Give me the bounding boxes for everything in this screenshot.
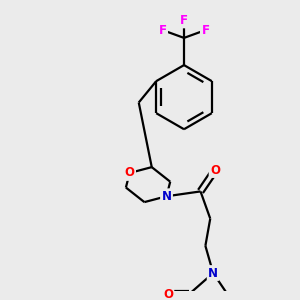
Text: O: O [163, 287, 173, 300]
Text: O: O [210, 164, 220, 176]
Text: N: N [161, 190, 172, 203]
Text: N: N [208, 266, 218, 280]
Text: F: F [201, 24, 209, 37]
Text: F: F [159, 24, 167, 37]
Text: F: F [180, 14, 188, 27]
Text: O: O [124, 167, 135, 179]
